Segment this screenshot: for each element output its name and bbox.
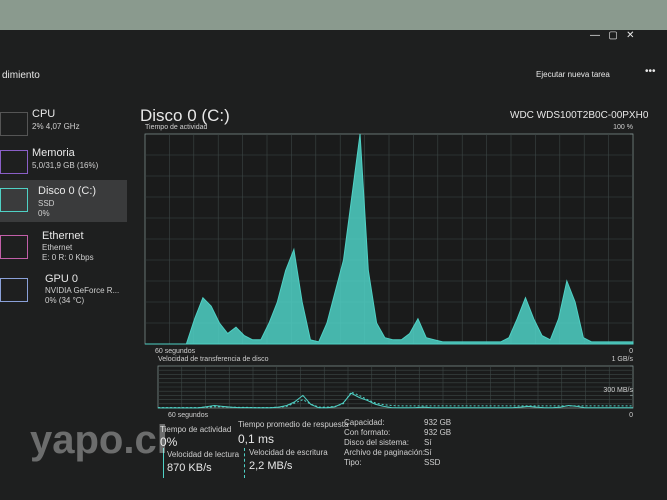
header-title: dimiento xyxy=(2,70,40,81)
sidebar-detail: NVIDIA GeForce R... xyxy=(45,286,120,295)
stat-value: 0% xyxy=(160,435,178,449)
sidebar-detail: 2% 4,07 GHz xyxy=(32,122,80,131)
chart-title: Velocidad de transferencia de disco xyxy=(158,356,269,363)
thumb-cpu xyxy=(0,112,28,136)
property-label: Archivo de paginación: xyxy=(344,448,425,457)
thumb-memory xyxy=(0,150,28,174)
sidebar-name[interactable]: GPU 0 xyxy=(45,273,79,285)
sidebar-detail: 5,0/31,9 GB (16%) xyxy=(32,161,99,170)
y-tick-label: 0 xyxy=(629,412,633,419)
sidebar-detail: SSD xyxy=(38,199,55,208)
charts: Tiempo de actividad 60 segundos 0 100 % Velo… xyxy=(144,124,634,419)
sidebar-name[interactable]: Ethernet xyxy=(42,230,84,242)
property-label: Capacidad: xyxy=(344,418,385,427)
thumb-gpu xyxy=(0,278,28,302)
property-label: Con formato: xyxy=(344,428,391,437)
write-indicator xyxy=(244,448,245,478)
sidebar-detail: 0% (34 °C) xyxy=(45,296,85,305)
x-axis-label: 60 segundos xyxy=(168,412,209,419)
watermark: yapo.cl xyxy=(30,418,168,462)
property-label: Tipo: xyxy=(344,458,362,467)
property-value: Sí xyxy=(424,448,432,457)
stat-label: Velocidad de lectura xyxy=(167,450,240,459)
task-manager-window: dimiento Ejecutar nueva tarea ••• — ▢ ✕ … xyxy=(0,30,667,500)
stat-label: Velocidad de escritura xyxy=(249,448,328,457)
more-button[interactable]: ••• xyxy=(645,66,656,77)
disk-model: WDC WDS100T2B0C-00PXH0 xyxy=(510,110,649,121)
thumb-disk xyxy=(0,188,28,212)
sidebar-name[interactable]: Disco 0 (C:) xyxy=(38,185,97,197)
sidebar-name[interactable]: Memoria xyxy=(32,147,75,159)
sidebar-detail: 0% xyxy=(38,209,50,218)
transfer-line xyxy=(158,392,633,409)
property-label: Disco del sistema: xyxy=(344,438,409,447)
y-tick-label: 0 xyxy=(629,348,633,355)
y-tick-label: 100 % xyxy=(613,124,633,131)
y-tick-label: 300 MB/s xyxy=(603,387,633,394)
y-tick-label: 1 GB/s xyxy=(612,356,634,363)
thumb-ethernet xyxy=(0,235,28,259)
disk-title: Disco 0 (C:) xyxy=(140,106,230,125)
property-value: 932 GB xyxy=(424,428,452,437)
stat-value: 870 KB/s xyxy=(167,462,212,474)
property-value: Sí xyxy=(424,438,432,447)
sidebar-detail: Ethernet xyxy=(42,243,73,252)
stat-value: 2,2 MB/s xyxy=(249,460,293,472)
selected-item[interactable] xyxy=(0,180,127,222)
run-task-button[interactable]: Ejecutar nueva tarea xyxy=(536,70,610,79)
stat-value: 0,1 ms xyxy=(238,432,275,446)
transfer-line xyxy=(158,391,633,409)
stat-label: Tiempo de actividad xyxy=(160,425,232,434)
property-value: SSD xyxy=(424,458,441,467)
chart-title: Tiempo de actividad xyxy=(145,124,207,131)
window-controls[interactable]: — ▢ ✕ xyxy=(590,30,635,41)
stat-label: Tiempo promedio de respuesta xyxy=(238,420,349,429)
property-value: 932 GB xyxy=(424,418,452,427)
read-indicator xyxy=(163,448,164,478)
x-axis-label: 60 segundos xyxy=(155,348,196,355)
activity-area xyxy=(145,133,634,345)
sidebar-name[interactable]: CPU xyxy=(32,108,56,120)
sidebar-detail: E: 0 R: 0 Kbps xyxy=(42,253,94,262)
